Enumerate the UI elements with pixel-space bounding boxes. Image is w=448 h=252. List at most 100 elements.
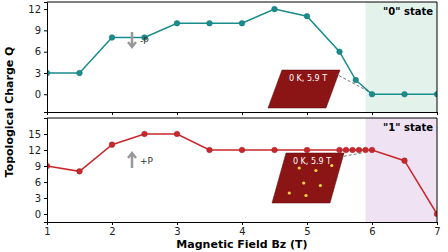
tick-mark bbox=[44, 73, 47, 74]
inset-lattice bbox=[268, 70, 340, 108]
tick-mark bbox=[437, 112, 438, 115]
series-line bbox=[47, 134, 437, 214]
plot-area bbox=[47, 2, 437, 112]
inset-lattice bbox=[272, 153, 344, 203]
tick-mark bbox=[44, 198, 47, 199]
inset: 0 K, 5.9 T bbox=[268, 70, 340, 108]
tick-label: 6 bbox=[35, 177, 41, 188]
tick-mark bbox=[307, 112, 308, 115]
tick: 0 bbox=[35, 209, 47, 220]
axis-line bbox=[44, 3, 48, 113]
tick bbox=[112, 112, 113, 115]
tick-label: 3 bbox=[35, 68, 41, 79]
plot-area bbox=[47, 118, 437, 222]
tick: 4 bbox=[239, 222, 245, 237]
series-point bbox=[356, 147, 362, 153]
tick: 12 bbox=[28, 4, 47, 15]
series-point bbox=[207, 20, 213, 26]
tick-mark bbox=[44, 30, 47, 31]
axis-line bbox=[48, 223, 438, 226]
tick-label: 6 bbox=[369, 226, 375, 237]
state-label: "0" state bbox=[383, 6, 433, 17]
tick-mark bbox=[112, 112, 113, 115]
series-point bbox=[304, 13, 310, 19]
series-point bbox=[239, 147, 245, 153]
tick bbox=[437, 112, 438, 115]
tick: 6 bbox=[35, 46, 47, 57]
polarization-arrow bbox=[128, 32, 136, 47]
series-point bbox=[174, 131, 180, 137]
tick-label: 4 bbox=[239, 226, 245, 237]
y-axis: 0 3 6 9 12 bbox=[28, 3, 47, 113]
tick-label: 15 bbox=[28, 129, 41, 140]
series-point bbox=[109, 142, 115, 148]
series-point bbox=[207, 147, 213, 153]
inset-skyrmion bbox=[304, 194, 307, 197]
panel: 0 K, 5.9 T-P036912"0" state bbox=[28, 2, 440, 115]
tick: 3 bbox=[35, 68, 47, 79]
pointer bbox=[336, 74, 368, 91]
tick-mark bbox=[372, 222, 373, 225]
inset-skyrmion bbox=[314, 169, 317, 172]
inset-skyrmion bbox=[288, 191, 291, 194]
inset-skyrmion bbox=[302, 181, 305, 184]
series-point bbox=[402, 91, 408, 97]
tick-mark bbox=[44, 9, 47, 10]
tick bbox=[372, 112, 373, 115]
tick-mark bbox=[177, 222, 178, 225]
tick-label: 9 bbox=[35, 25, 41, 36]
tick-label: 2 bbox=[109, 226, 115, 237]
y-axis-title: Topological Charge Q bbox=[3, 47, 16, 178]
tick: 15 bbox=[28, 129, 47, 140]
tick: 2 bbox=[109, 222, 115, 237]
series-point bbox=[142, 131, 148, 137]
tick: 7 bbox=[434, 222, 440, 237]
frame bbox=[47, 118, 437, 222]
tick: 3 bbox=[35, 193, 47, 204]
pointer bbox=[340, 153, 362, 157]
series-point bbox=[353, 77, 359, 83]
frame bbox=[47, 2, 437, 112]
series-point bbox=[337, 147, 343, 153]
tick: 0 bbox=[35, 89, 47, 100]
tick-mark bbox=[44, 150, 47, 151]
inset-label: 0 K, 5.9 T bbox=[289, 74, 327, 83]
series-point bbox=[272, 6, 278, 12]
tick-mark bbox=[242, 112, 243, 115]
series-point bbox=[369, 91, 375, 97]
tick-mark bbox=[307, 222, 308, 225]
tick-mark bbox=[242, 222, 243, 225]
tick: 5 bbox=[304, 222, 310, 237]
tick: 9 bbox=[35, 161, 47, 172]
series-line bbox=[47, 9, 437, 94]
tick-mark bbox=[437, 222, 438, 225]
tick-mark bbox=[44, 182, 47, 183]
series-point bbox=[109, 35, 115, 41]
series-point bbox=[77, 169, 83, 175]
tick-label: 6 bbox=[35, 46, 41, 57]
axis-line bbox=[44, 119, 48, 223]
tick: 6 bbox=[369, 222, 375, 237]
series-point bbox=[304, 147, 310, 153]
tick-mark bbox=[372, 112, 373, 115]
tick-label: 12 bbox=[28, 145, 41, 156]
tick-mark bbox=[44, 52, 47, 53]
tick-label: 12 bbox=[28, 4, 41, 15]
tick: 3 bbox=[174, 222, 180, 237]
tick: 6 bbox=[35, 177, 47, 188]
polarization-arrow bbox=[128, 153, 136, 168]
tick: 9 bbox=[35, 25, 47, 36]
series-point bbox=[272, 147, 278, 153]
tick: 12 bbox=[28, 145, 47, 156]
x-axis: 1 2 3 4 5 6 7 bbox=[44, 222, 440, 237]
series-point bbox=[77, 70, 83, 76]
tick-label: 9 bbox=[35, 161, 41, 172]
tick-label: 0 bbox=[35, 209, 41, 220]
tick-label: 1 bbox=[44, 226, 50, 237]
series-point bbox=[337, 49, 343, 55]
series-point bbox=[350, 147, 356, 153]
tick-mark bbox=[44, 166, 47, 167]
tick bbox=[242, 112, 243, 115]
x-axis bbox=[48, 112, 438, 115]
tick-label: 3 bbox=[174, 226, 180, 237]
